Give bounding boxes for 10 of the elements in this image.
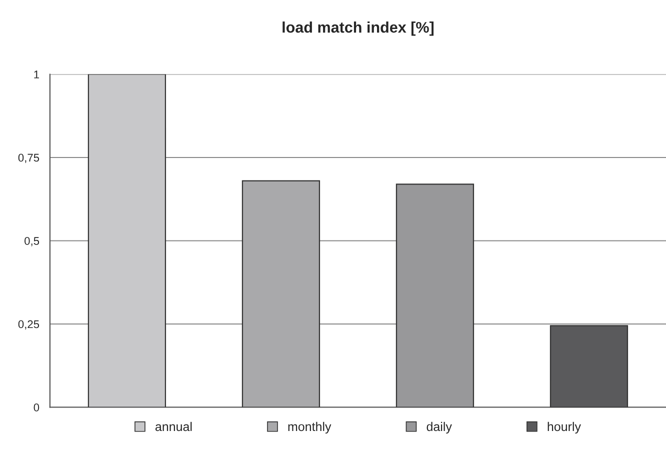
y-tick-label: 0: [34, 404, 40, 412]
legend-label: hourly: [548, 422, 581, 434]
y-tick-label: 0,75: [18, 154, 40, 163]
y-tick-label: 0,5: [24, 237, 40, 246]
y-tick-label: 0,25: [18, 320, 40, 330]
legend-label: annual: [155, 422, 192, 432]
chart-title: load match index [%]: [282, 22, 434, 36]
legend-label: daily: [426, 422, 452, 434]
y-tick-label: 1: [34, 70, 39, 78]
legend-label: monthly: [288, 422, 332, 434]
